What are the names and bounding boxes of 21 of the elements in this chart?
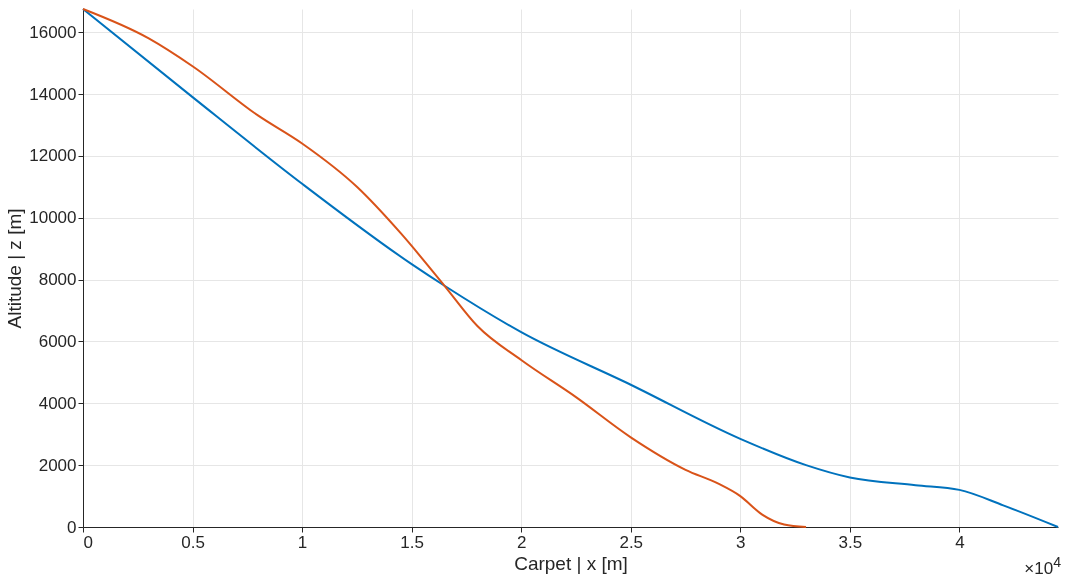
y-tick-label: 14000 xyxy=(29,84,77,104)
y-tick-label: 0 xyxy=(67,517,77,537)
x-tick-label: 2.5 xyxy=(619,532,644,552)
x-tick-label: 3.5 xyxy=(838,532,863,552)
x-tick-label: 2 xyxy=(516,532,527,552)
y-tick-label: 10000 xyxy=(29,208,77,228)
y-tick-label: 8000 xyxy=(38,270,77,290)
y-tick-label: 16000 xyxy=(29,22,77,42)
x-tick-label: 1.5 xyxy=(400,532,424,552)
y-tick-label: 2000 xyxy=(38,455,77,475)
y-tick-label: 6000 xyxy=(38,331,77,351)
x-tick-label: 4 xyxy=(955,532,965,552)
x-tick-label: 3 xyxy=(736,532,746,552)
x-tick-label: 0.5 xyxy=(181,532,205,552)
x-tick-label: 0 xyxy=(83,532,93,552)
text: ×10$^{4}$ xyxy=(1024,554,1061,579)
x-axis-title: Carpet | x [m] xyxy=(514,552,628,574)
x-tick-label: 1 xyxy=(297,532,308,552)
y-axis-title: Altitude | z [m] xyxy=(4,208,26,329)
y-tick-label: 4000 xyxy=(38,393,77,413)
y-tick-label: 12000 xyxy=(29,146,77,166)
